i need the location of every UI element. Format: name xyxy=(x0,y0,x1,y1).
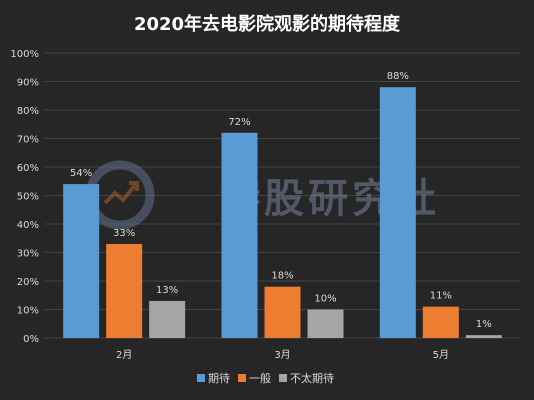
bar xyxy=(307,309,344,338)
x-tick-label: 5月 xyxy=(433,349,449,361)
bar xyxy=(422,306,459,338)
bar xyxy=(221,132,258,338)
data-label: 10% xyxy=(314,294,336,305)
legend-swatch xyxy=(238,374,246,382)
bar xyxy=(106,243,143,338)
bar xyxy=(264,286,301,338)
y-tick-label: 100% xyxy=(10,49,39,60)
y-axis-ticks: 0% 10% 20% 30% 40% 50% 60% 70% 80% 90% 100% xyxy=(10,49,39,345)
legend-swatch xyxy=(197,374,205,382)
y-tick-label: 60% xyxy=(17,163,39,174)
y-tick-label: 50% xyxy=(17,192,39,203)
data-label: 54% xyxy=(70,168,92,179)
legend-label: 不太期待 xyxy=(290,371,334,385)
data-label: 33% xyxy=(113,228,135,239)
data-label: 1% xyxy=(476,319,492,330)
x-tick-label: 3月 xyxy=(274,349,290,361)
y-tick-label: 10% xyxy=(17,306,39,317)
data-labels: 54% 33% 13% 72% 18% 10% 88% 11% 1% xyxy=(70,71,492,330)
data-label: 18% xyxy=(271,271,293,282)
legend: 期待 一般 不太期待 xyxy=(197,371,334,385)
data-label: 11% xyxy=(430,291,452,302)
data-label: 72% xyxy=(228,117,250,128)
y-tick-label: 20% xyxy=(17,277,39,288)
y-tick-label: 40% xyxy=(17,220,39,231)
bar xyxy=(149,300,186,338)
legend-label: 一般 xyxy=(249,372,271,385)
x-axis-ticks: 2月 3月 5月 xyxy=(116,349,449,361)
legend-swatch xyxy=(279,374,287,382)
y-tick-label: 0% xyxy=(23,334,39,345)
bar xyxy=(379,87,416,338)
bar xyxy=(465,335,502,338)
y-tick-label: 90% xyxy=(17,78,39,89)
bars xyxy=(63,87,502,338)
legend-label: 期待 xyxy=(208,371,230,385)
y-tick-label: 30% xyxy=(17,249,39,260)
chart-title: 2020年去电影院观影的期待程度 xyxy=(134,13,401,35)
data-label: 13% xyxy=(156,285,178,296)
bar xyxy=(63,184,100,338)
data-label: 88% xyxy=(387,71,409,82)
y-tick-label: 80% xyxy=(17,106,39,117)
y-tick-label: 70% xyxy=(17,135,39,146)
x-tick-label: 2月 xyxy=(116,349,132,361)
